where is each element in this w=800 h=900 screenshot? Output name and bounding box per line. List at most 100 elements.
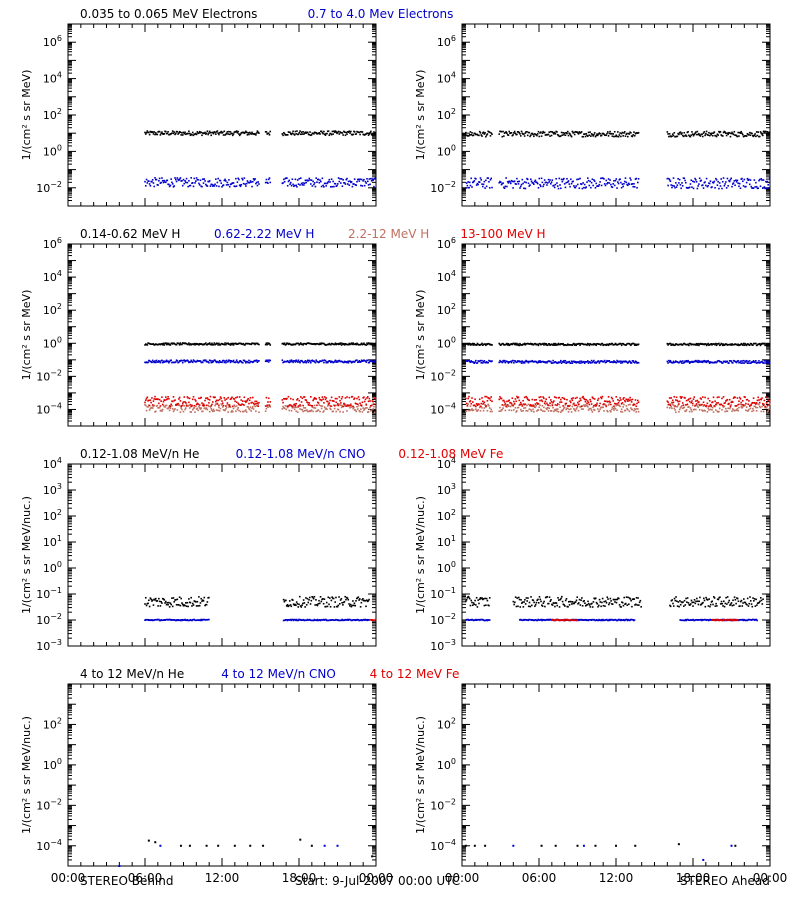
data-point (717, 134, 719, 136)
data-point (283, 342, 286, 345)
data-point (282, 401, 284, 404)
data-point (516, 342, 518, 345)
data-point (239, 404, 242, 406)
data-point (287, 395, 290, 398)
data-point (547, 404, 550, 407)
data-point (702, 401, 705, 404)
data-point (520, 410, 523, 413)
data-point (516, 180, 519, 183)
data-point (738, 182, 741, 185)
data-point (481, 400, 484, 403)
data-point (474, 132, 476, 135)
data-point (738, 135, 740, 137)
data-point (726, 398, 729, 401)
data-point (557, 342, 560, 345)
data-point (557, 187, 560, 190)
data-point (221, 406, 224, 408)
data-point (235, 401, 238, 403)
data-point (715, 135, 718, 138)
data-point (685, 404, 687, 406)
data-point (606, 409, 608, 412)
data-point (559, 406, 561, 409)
data-point (579, 360, 581, 363)
data-point (479, 405, 482, 408)
data-point (321, 396, 324, 398)
data-point (169, 405, 172, 408)
data-point (698, 132, 700, 135)
data-point (238, 178, 240, 181)
data-point (586, 181, 588, 183)
data-point (691, 186, 693, 189)
data-point (588, 344, 591, 347)
data-point (225, 408, 227, 410)
data-point (225, 133, 227, 136)
data-point (752, 401, 754, 404)
data-point (610, 403, 612, 406)
data-point (320, 360, 323, 363)
data-point (590, 186, 592, 189)
data-point (336, 397, 338, 400)
data-point (680, 397, 682, 400)
data-point (293, 360, 296, 362)
data-point (265, 359, 268, 362)
data-point (220, 397, 223, 400)
data-point (539, 183, 541, 186)
data-point (489, 399, 492, 402)
data-point (353, 361, 356, 363)
data-point (290, 409, 293, 412)
data-point (341, 342, 344, 345)
data-point (219, 179, 222, 182)
data-point (307, 404, 310, 406)
data-point (473, 342, 476, 345)
data-point (522, 182, 524, 185)
data-point (299, 405, 302, 407)
data-point (342, 134, 344, 136)
data-point (318, 181, 321, 184)
data-point (748, 400, 750, 402)
data-point (590, 409, 593, 412)
data-point (505, 405, 507, 408)
data-point (195, 405, 197, 408)
data-point (207, 404, 209, 407)
data-point (688, 398, 690, 400)
data-point (283, 178, 285, 181)
data-point (597, 360, 600, 362)
data-point (176, 131, 179, 133)
data-point (340, 402, 342, 404)
data-point (724, 402, 726, 404)
data-point (184, 401, 186, 403)
data-point (346, 410, 348, 412)
data-point (148, 404, 151, 407)
data-point (488, 397, 491, 400)
data-point (704, 134, 706, 137)
data-point (151, 181, 153, 183)
data-point (372, 408, 374, 410)
data-point (338, 133, 341, 135)
data-point (740, 401, 743, 404)
data-point (167, 407, 169, 410)
data-point (627, 398, 630, 401)
data-point (353, 183, 355, 185)
data-point (330, 186, 332, 188)
data-point (258, 411, 260, 414)
data-point (339, 410, 341, 413)
data-point (698, 177, 701, 180)
data-point (505, 131, 507, 133)
data-point (630, 179, 632, 181)
data-point (577, 133, 580, 135)
data-point (475, 184, 478, 186)
data-point (510, 409, 513, 412)
data-point (738, 406, 740, 409)
data-point (752, 409, 755, 412)
data-point (147, 361, 149, 364)
data-point (193, 404, 196, 407)
data-point (153, 404, 156, 407)
data-point (583, 186, 585, 189)
data-point (575, 361, 578, 364)
data-point (616, 131, 619, 133)
data-point (722, 343, 725, 345)
data-point (304, 360, 307, 362)
data-point (589, 131, 591, 133)
data-point (325, 397, 328, 399)
data-point (694, 177, 696, 180)
